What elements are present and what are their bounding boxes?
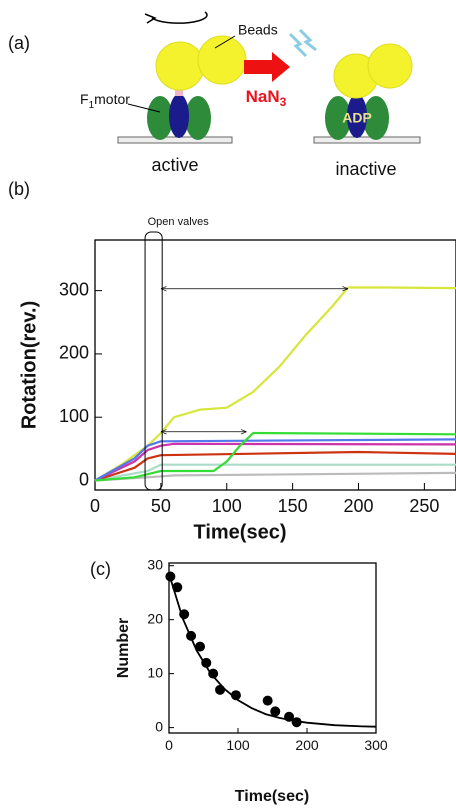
reaction-arrow [244, 52, 290, 82]
data-line [94, 442, 456, 482]
y-tick-label: 30 [147, 556, 163, 572]
y-axis-label: Number [115, 618, 132, 678]
panel-label: (b) [8, 179, 30, 199]
beads-label: Beads [238, 22, 278, 38]
x-axis-label: Time(sec) [235, 788, 309, 805]
rotation-arrow-head [144, 13, 157, 24]
data-point [215, 684, 226, 695]
reagent-sub: 3 [280, 95, 287, 109]
data-point [208, 668, 219, 679]
reagent-label: NaN3 [246, 87, 287, 109]
x-tick-label: 0 [165, 737, 173, 753]
x-axis-label: Time(sec) [193, 521, 286, 543]
plot-frame [94, 239, 456, 491]
panel-a: (a) Beads F1motor NaN3 ADP active inacti… [8, 11, 421, 179]
data-point [270, 706, 281, 717]
motor-shaft [175, 86, 183, 96]
y-tick-label: 0 [155, 718, 163, 734]
plot-frame [168, 562, 377, 734]
panel-label: (c) [90, 559, 111, 579]
x-tick-label: 200 [295, 737, 319, 753]
x-tick-label: 300 [364, 737, 388, 753]
motor-part [185, 96, 211, 140]
data-point [284, 711, 295, 722]
bead [155, 41, 205, 91]
data-point [230, 690, 241, 701]
y-tick-label: 300 [59, 279, 89, 299]
motor-core [347, 94, 367, 138]
x-tick-label: 100 [226, 737, 250, 753]
motor-core [169, 94, 189, 138]
adp-label: ADP [342, 110, 372, 126]
data-point [172, 582, 183, 593]
motor-part [147, 96, 173, 140]
rotation-arrow [151, 11, 208, 24]
motor-label-main: F [80, 91, 89, 107]
y-axis-label: Rotation(rev.) [18, 301, 40, 430]
x-tick-label: 150 [278, 496, 308, 516]
data-point [201, 657, 212, 668]
data-point [186, 630, 197, 641]
x-tick-label: 100 [212, 496, 242, 516]
data-point [195, 641, 206, 652]
panel-label: (a) [8, 33, 30, 53]
data-line [94, 286, 456, 482]
lightning [288, 28, 317, 58]
bead [367, 43, 413, 89]
state-label: inactive [335, 159, 396, 179]
x-tick-label: 0 [90, 496, 100, 516]
y-tick-label: 200 [59, 343, 89, 363]
motor-label: F1motor [80, 91, 130, 111]
y-tick-label: 20 [147, 610, 163, 626]
state-label: active [151, 155, 198, 175]
leader-line [127, 103, 161, 113]
y-tick-label: 0 [79, 469, 89, 489]
motor-label-rest: motor [94, 91, 130, 107]
fit-line [168, 573, 377, 728]
x-tick-label: 250 [409, 496, 439, 516]
bead [197, 35, 247, 85]
valve-window [144, 231, 163, 491]
x-tick-label: 200 [343, 496, 373, 516]
annotation: Open valves [148, 216, 210, 228]
data-line [94, 438, 456, 482]
data-point [262, 695, 273, 706]
data-line [94, 450, 456, 482]
y-tick-label: 10 [147, 664, 163, 680]
base-plate [313, 136, 421, 144]
data-line [94, 463, 456, 482]
y-tick-label: 100 [59, 406, 89, 426]
data-point [179, 609, 190, 620]
motor-part [363, 96, 389, 140]
leader-line [214, 35, 236, 49]
reagent-main: NaN [246, 87, 280, 106]
data-line [94, 431, 456, 482]
data-point [291, 717, 302, 728]
motor-label-sub: 1 [89, 100, 95, 111]
motor-part [325, 96, 351, 140]
base-plate [117, 136, 233, 144]
data-point [165, 571, 176, 582]
x-tick-label: 50 [151, 496, 171, 516]
